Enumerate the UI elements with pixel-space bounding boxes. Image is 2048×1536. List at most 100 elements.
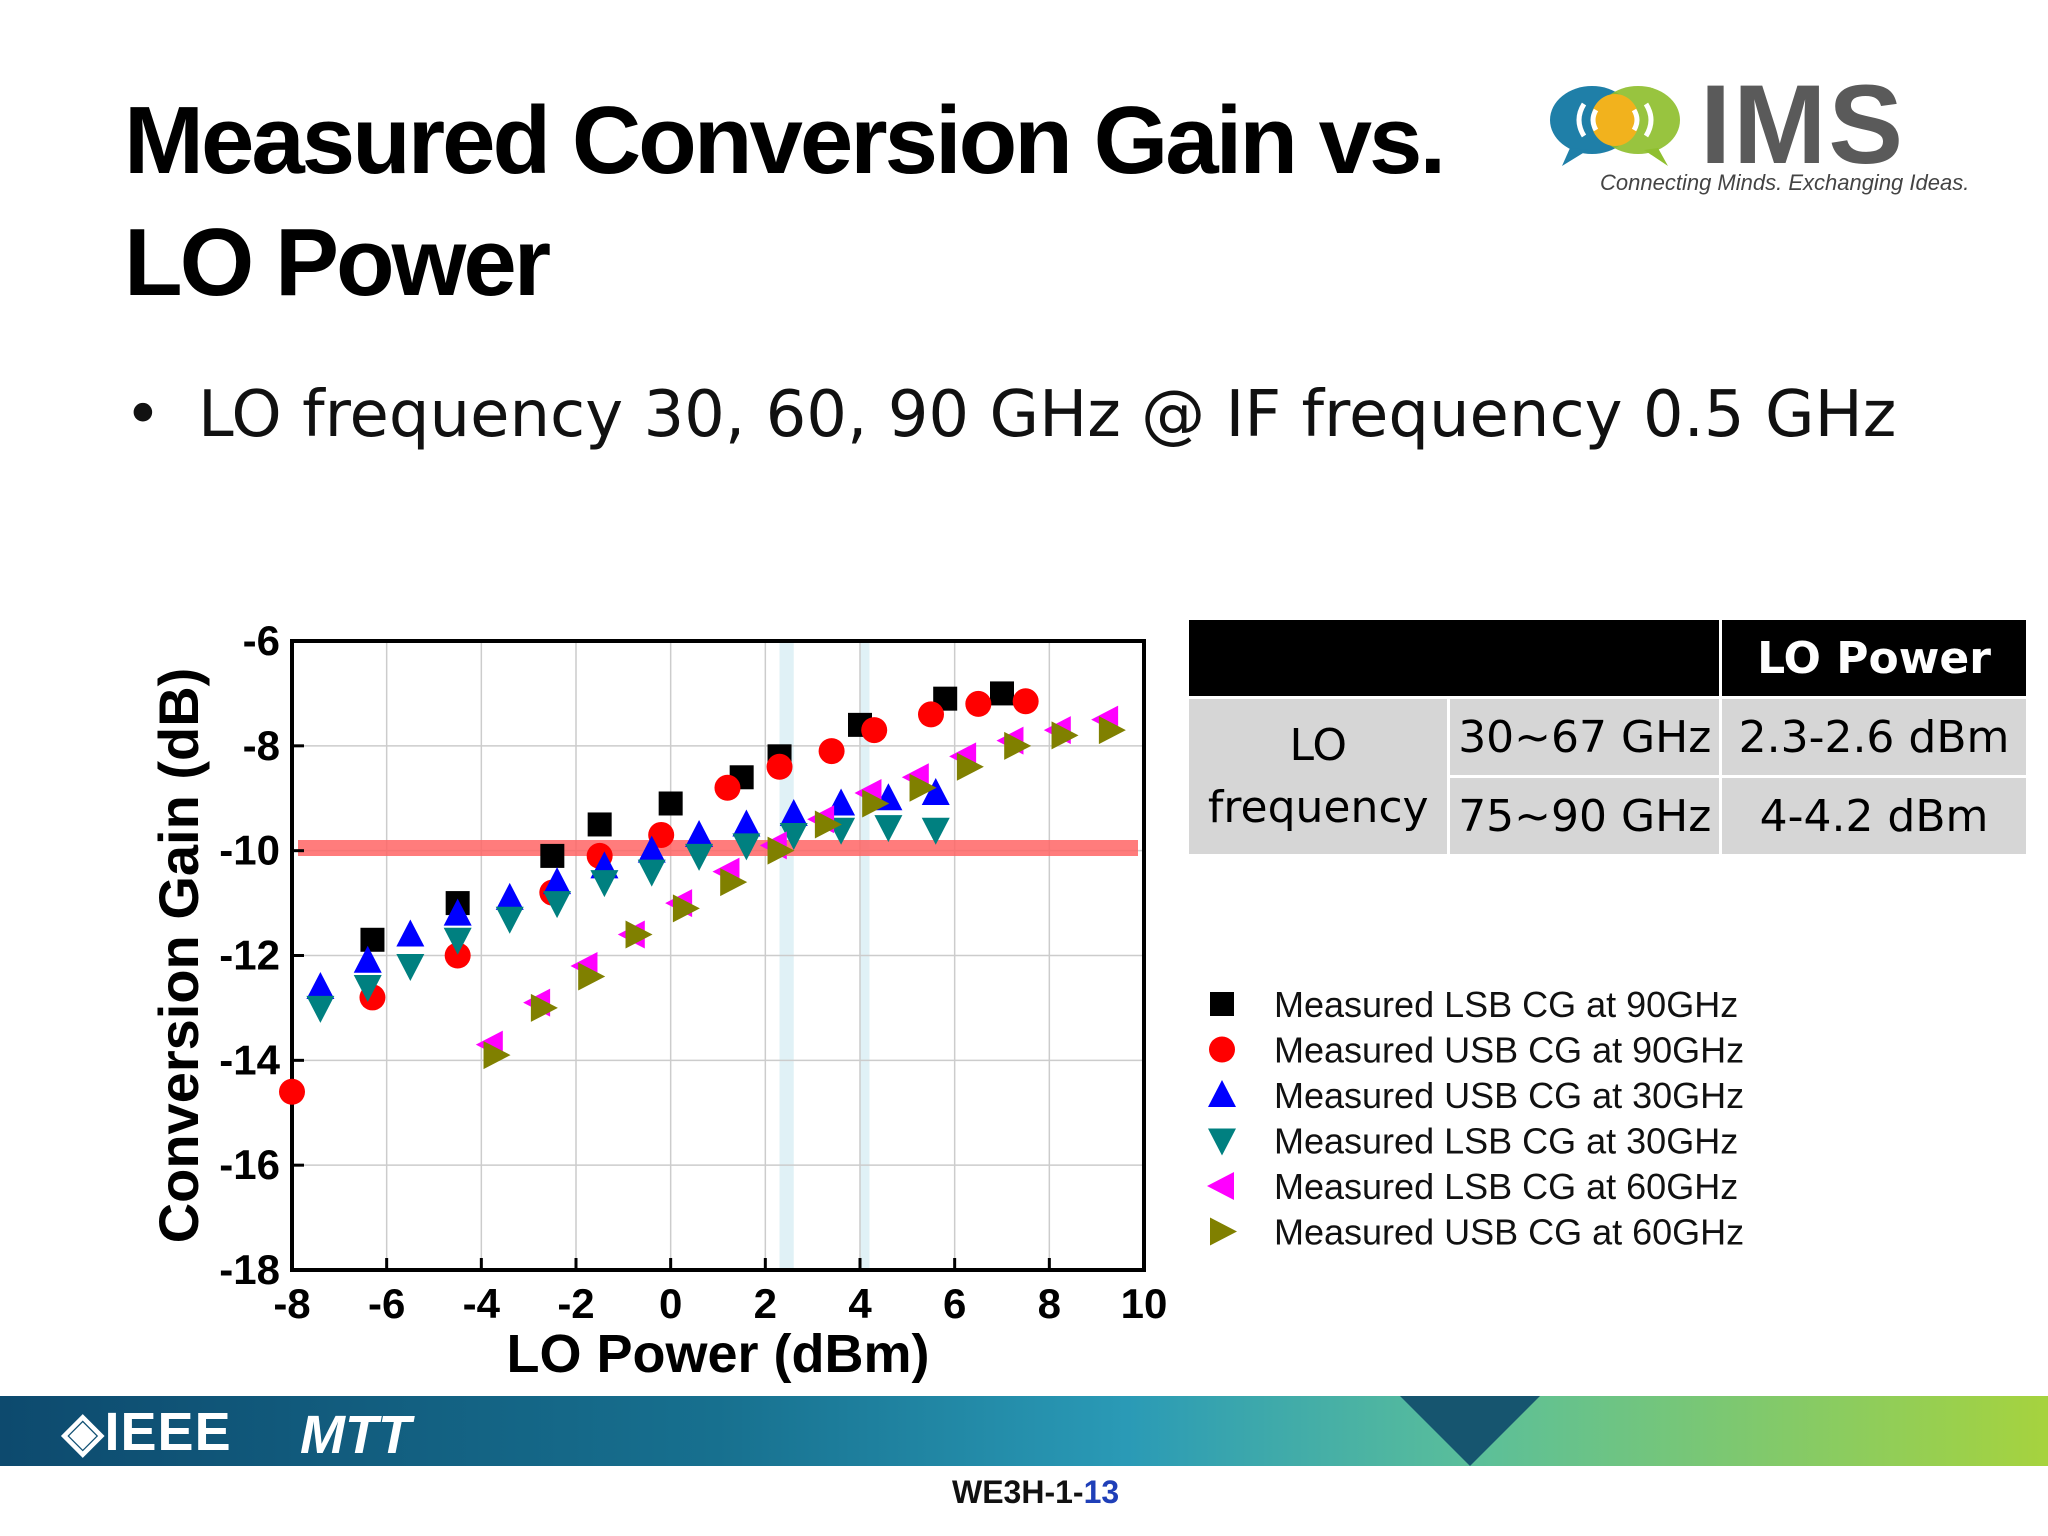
data-point	[965, 690, 992, 717]
ims-logo: IMS Connecting Minds. Exchanging Ideas.	[1540, 62, 1980, 200]
y-tick-label: -6	[243, 617, 280, 664]
x-tick-label: 2	[754, 1280, 777, 1327]
table-cell-freq-2: 75~90 GHz	[1447, 775, 1722, 857]
data-point	[444, 942, 471, 969]
data-point	[1098, 716, 1126, 745]
data-point	[779, 798, 808, 826]
x-tick-label: 10	[1121, 1280, 1168, 1327]
data-point	[766, 753, 793, 780]
table-row-label-text: LO frequency	[1207, 719, 1429, 833]
data-point	[732, 833, 761, 861]
x-tick-label: -4	[463, 1280, 501, 1327]
data-point	[483, 1041, 511, 1070]
speech-bubbles-icon	[1550, 86, 1680, 166]
data-point	[443, 927, 472, 955]
data-point	[279, 1078, 305, 1105]
x-tick-label: -2	[557, 1280, 594, 1327]
data-point	[360, 927, 385, 952]
slide-number: WE3H-1-13	[952, 1474, 1119, 1511]
legend-marker	[1210, 992, 1234, 1016]
ieee-logo: ◈IEEE	[62, 1400, 232, 1463]
data-point	[353, 974, 382, 1002]
data-point	[921, 778, 950, 806]
data-point	[956, 752, 984, 781]
y-tick-label: -12	[219, 932, 280, 979]
slide-title-line-1: Measured Conversion Gain vs.	[124, 87, 1446, 194]
table-row-label: LO frequency	[1185, 696, 1451, 857]
legend-label: Measured USB CG at 60GHz	[1274, 1212, 1744, 1253]
table-cell-power-1: 2.3-2.6 dBm	[1719, 696, 2029, 778]
data-point	[990, 681, 1014, 706]
slide-id-text: WE3H-1-	[952, 1474, 1084, 1510]
bullet-item: • LO frequency 30, 60, 90 GHz @ IF freque…	[124, 378, 1896, 452]
lo-power-table: LO Power LO frequency 30~67 GHz 2.3-2.6 …	[1185, 617, 2029, 857]
y-tick-label: -18	[219, 1246, 280, 1293]
footer-bar	[0, 1396, 2048, 1466]
legend-marker	[1210, 1217, 1237, 1246]
legend-label: Measured LSB CG at 60GHz	[1274, 1166, 1738, 1207]
ieee-logo-text: IEEE	[104, 1402, 232, 1462]
data-point	[306, 995, 335, 1023]
data-point	[714, 774, 741, 801]
footer-notch	[1400, 1396, 1540, 1466]
data-point	[779, 822, 808, 850]
data-point	[540, 843, 565, 868]
data-point	[818, 738, 845, 765]
bullet-text: LO frequency 30, 60, 90 GHz @ IF frequen…	[198, 378, 1897, 452]
data-point	[862, 789, 890, 818]
slide-title-line-2: LO Power	[124, 209, 551, 316]
data-point	[443, 898, 472, 926]
table-header-blank	[1186, 617, 1722, 699]
data-point	[353, 945, 382, 973]
slide-title: Measured Conversion Gain vs. LO Power	[124, 80, 1446, 324]
data-point	[1004, 731, 1032, 760]
data-point	[685, 843, 714, 871]
legend-marker	[1208, 1080, 1236, 1107]
ieee-diamond-icon: ◈	[62, 1402, 105, 1462]
data-point	[625, 920, 653, 949]
data-point	[767, 836, 795, 865]
x-tick-label: -6	[368, 1280, 405, 1327]
legend-marker	[1209, 1036, 1235, 1063]
bullet-icon: •	[124, 378, 162, 452]
legend-label: Measured USB CG at 90GHz	[1274, 1030, 1744, 1071]
data-point	[590, 870, 619, 898]
legend-marker	[1208, 1128, 1236, 1156]
logo-tagline: Connecting Minds. Exchanging Ideas.	[1600, 170, 1970, 195]
table-cell-freq-1: 30~67 GHz	[1447, 696, 1722, 778]
data-point	[685, 819, 714, 847]
data-point	[732, 809, 761, 837]
data-point	[909, 773, 937, 802]
data-point	[720, 868, 748, 897]
data-point	[530, 993, 558, 1022]
data-point	[861, 717, 888, 744]
legend-label: Measured LSB CG at 90GHz	[1274, 984, 1738, 1025]
slide-page-number: 13	[1083, 1474, 1120, 1510]
y-tick-label: -14	[219, 1036, 280, 1083]
data-point	[672, 894, 700, 923]
data-point	[1012, 688, 1039, 715]
legend-marker	[1207, 1172, 1234, 1200]
y-tick-label: -8	[243, 722, 280, 769]
data-point	[1051, 721, 1079, 750]
data-point	[543, 867, 572, 895]
data-point	[637, 859, 666, 887]
data-point	[658, 791, 683, 816]
table-cell-power-2: 4-4.2 dBm	[1719, 775, 2029, 857]
data-point	[495, 882, 524, 910]
data-point	[306, 971, 335, 999]
mtt-logo: MTT	[300, 1405, 411, 1465]
data-point	[918, 701, 944, 728]
table-header-lo-power: LO Power	[1719, 617, 2029, 699]
x-tick-label: -8	[273, 1280, 310, 1327]
data-point	[637, 835, 666, 863]
data-point	[543, 891, 572, 919]
data-point	[587, 812, 612, 837]
x-axis-label: LO Power (dBm)	[506, 1324, 929, 1384]
data-point	[396, 919, 425, 947]
data-point	[874, 815, 903, 843]
logo-wordmark: IMS	[1700, 62, 1906, 187]
data-point	[814, 810, 842, 839]
x-tick-label: 4	[848, 1280, 872, 1327]
